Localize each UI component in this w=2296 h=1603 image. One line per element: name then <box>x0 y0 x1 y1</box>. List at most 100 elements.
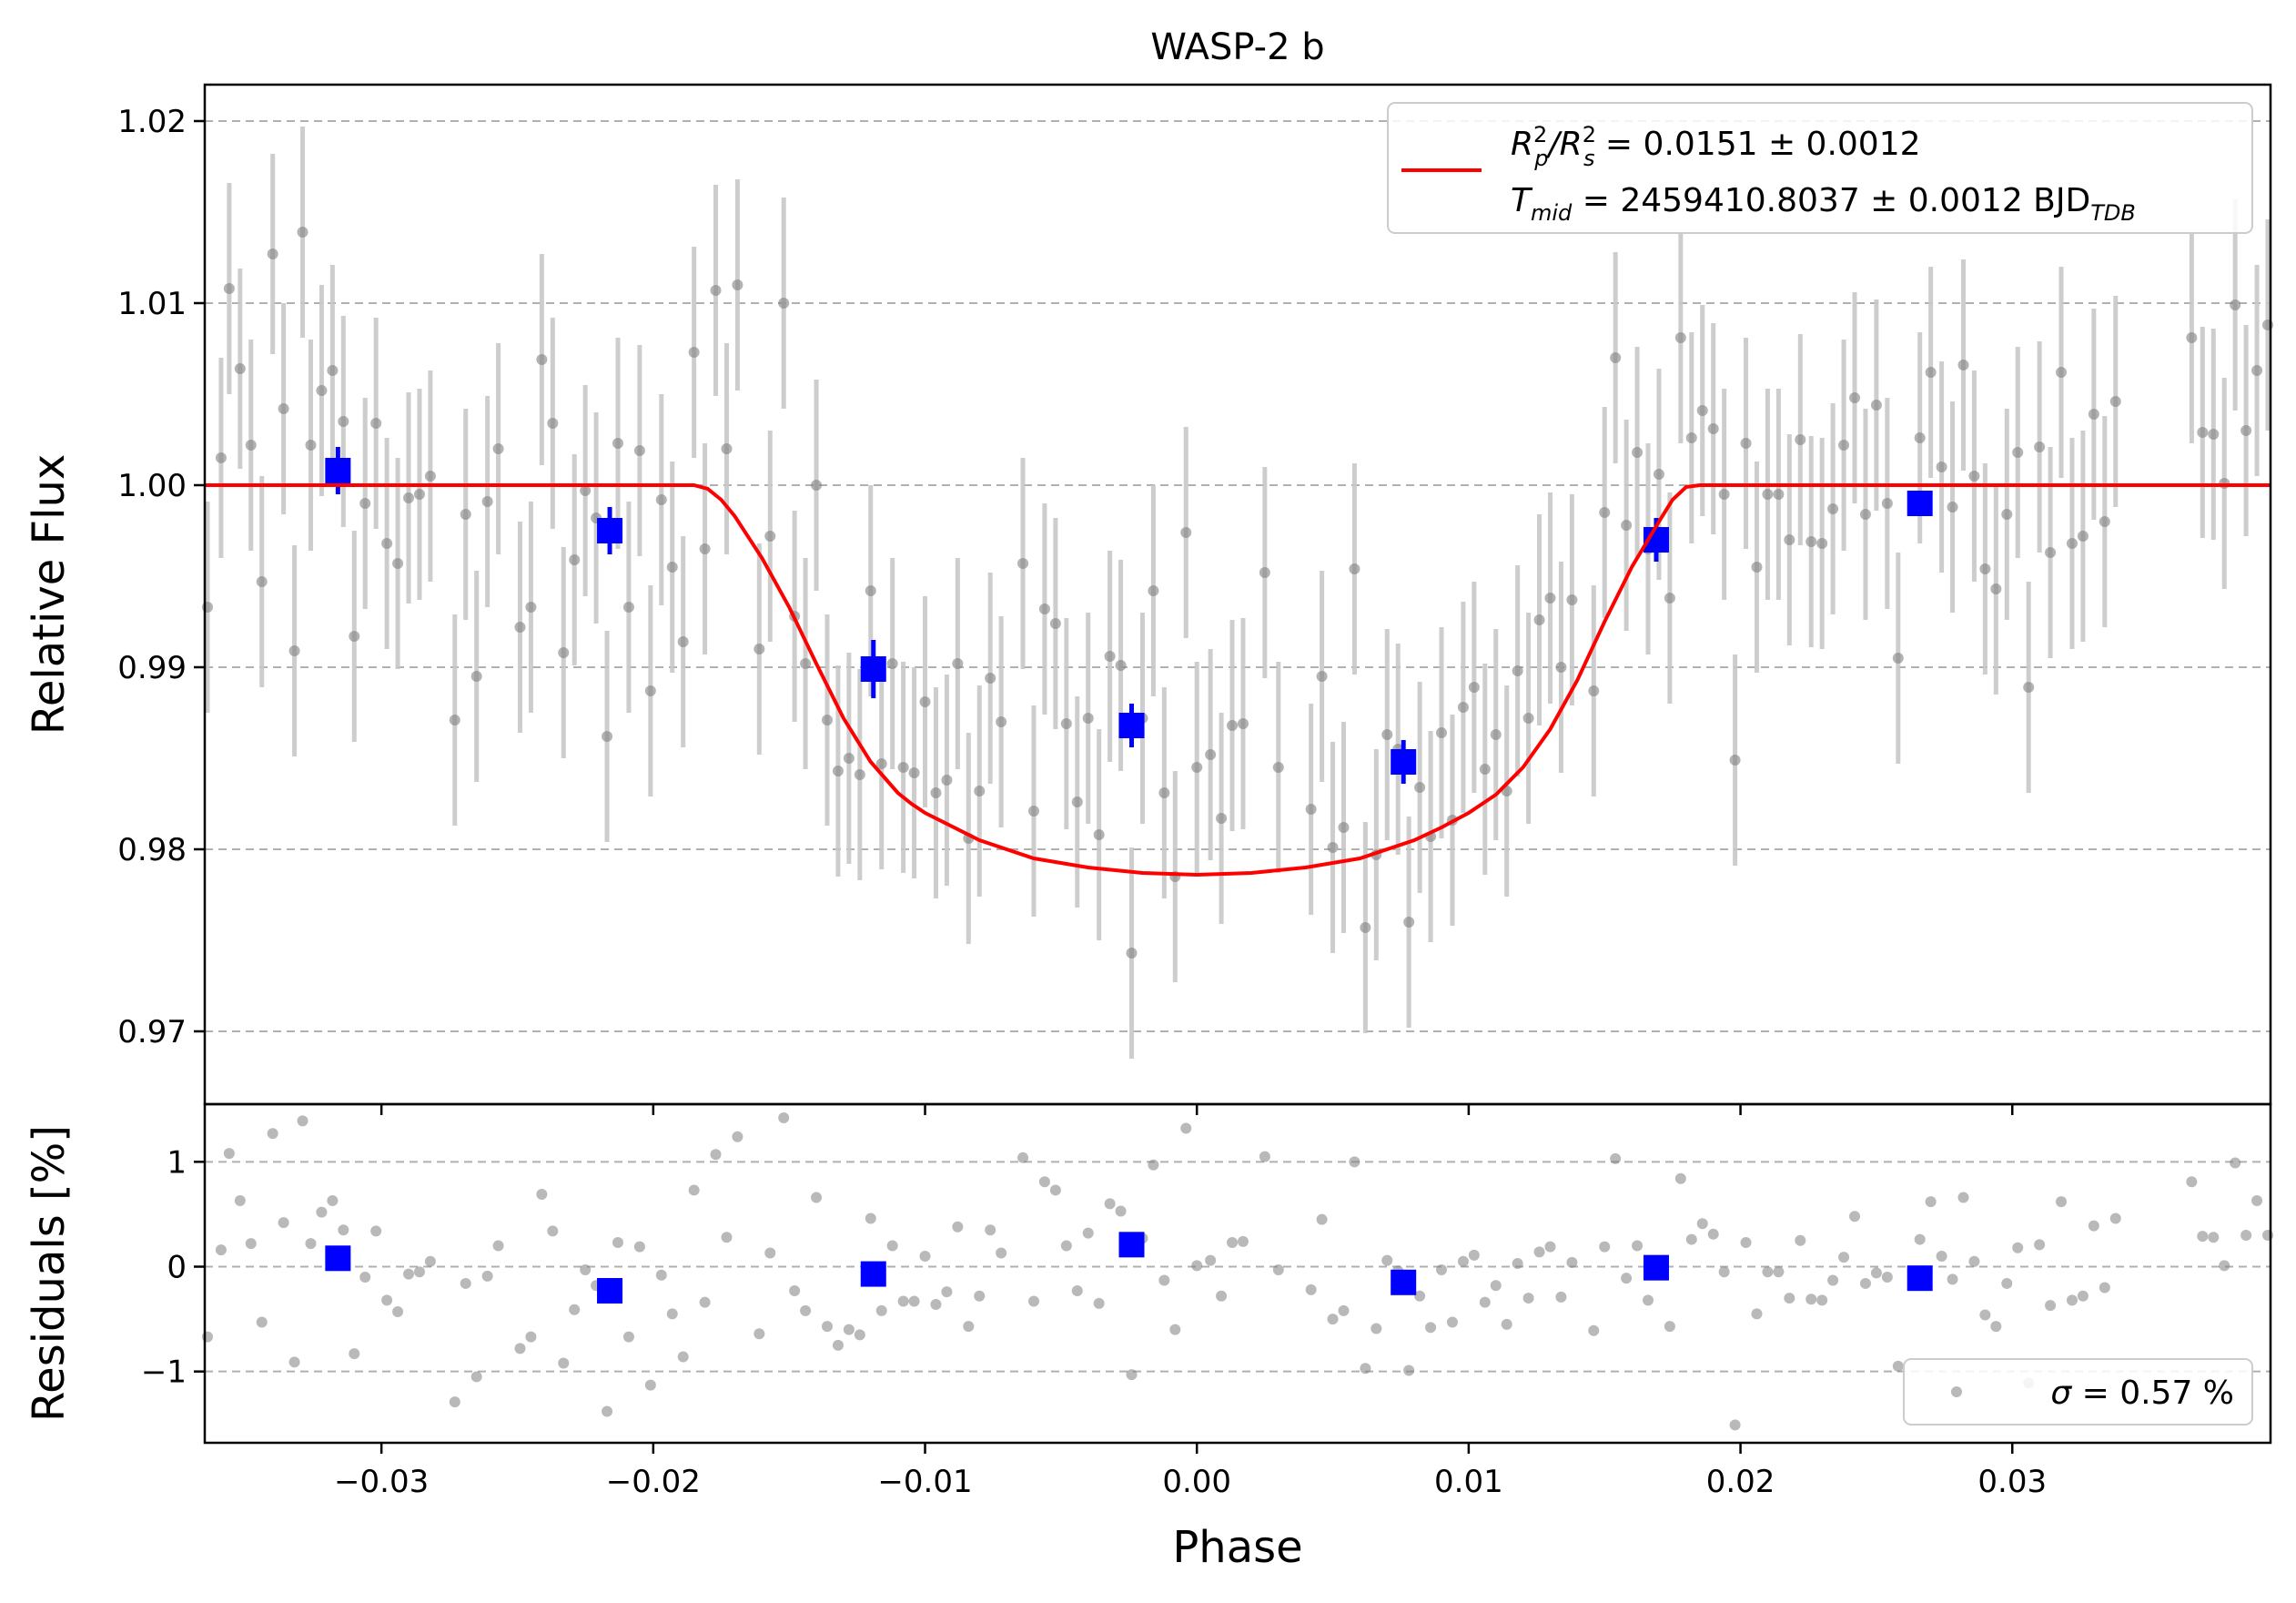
residual-data-point <box>1414 1290 1426 1302</box>
residual-data-point <box>413 1266 425 1278</box>
residual-data-point <box>1381 1254 1393 1266</box>
x-tick-label: 0.03 <box>1977 1464 2047 1500</box>
top-data-point <box>1674 332 1686 343</box>
top-data-point <box>1795 434 1806 445</box>
legend-radius-ratio: R2 p/R2 s = 0.0151 ± 0.0012 <box>1511 122 1921 171</box>
top-data-point <box>1544 593 1556 604</box>
top-binned-point <box>325 458 351 483</box>
top-data-point <box>832 766 844 776</box>
residual-data-point <box>1533 1246 1545 1258</box>
residual-data-point <box>1849 1211 1861 1223</box>
top-legend-box <box>1387 102 2253 234</box>
residual-data-point <box>392 1306 404 1318</box>
residual-data-point <box>2208 1232 2220 1243</box>
top-data-point <box>359 498 371 509</box>
top-data-point <box>930 787 942 798</box>
top-data-point <box>1403 917 1415 928</box>
top-data-point <box>1349 563 1360 574</box>
top-data-point <box>699 543 711 554</box>
top-data-point <box>1555 662 1567 673</box>
residual-data-point <box>1082 1227 1094 1239</box>
residual-data-point <box>1674 1172 1686 1184</box>
residual-data-point <box>710 1149 722 1161</box>
top-data-point <box>580 485 592 496</box>
top-data-point <box>1632 447 1644 458</box>
x-tick-label: −0.01 <box>877 1464 972 1500</box>
residual-data-point <box>492 1240 504 1252</box>
top-legend: R2 p/R2 s = 0.0151 ± 0.0012 Tmid = 2459410… <box>1387 102 2253 234</box>
top-data-point <box>800 658 812 669</box>
top-data-point <box>1892 653 1904 664</box>
top-data-point <box>1957 360 1969 370</box>
top-data-point <box>644 685 656 696</box>
residual-data-point <box>245 1238 257 1250</box>
residual-data-point <box>996 1247 1007 1259</box>
top-data-point <box>1148 585 1159 596</box>
residual-data-point <box>908 1295 920 1307</box>
residual-data-point <box>1371 1323 1382 1334</box>
top-data-point <box>223 283 235 294</box>
residual-data-point <box>327 1194 339 1206</box>
top-data-point <box>1071 796 1083 807</box>
residual-data-point <box>288 1356 300 1368</box>
residual-data-point <box>256 1316 268 1328</box>
top-data-point <box>897 762 909 773</box>
top-data-point <box>1947 502 1958 512</box>
top-data-point <box>1017 558 1029 569</box>
top-data-point <box>288 645 300 656</box>
residual-data-point <box>460 1277 471 1289</box>
residual-data-point <box>2109 1212 2121 1224</box>
top-data-point <box>525 602 537 613</box>
top-data-point <box>2056 367 2068 378</box>
residual-data-point <box>1610 1152 1622 1164</box>
top-data-point <box>952 658 964 669</box>
residual-data-point <box>1305 1283 1317 1295</box>
residual-data-point <box>622 1331 634 1343</box>
residual-data-point <box>338 1224 349 1236</box>
top-data-point <box>1925 367 1937 378</box>
top-data-point <box>710 285 722 296</box>
top-data-point <box>256 576 268 587</box>
residual-data-point <box>481 1270 493 1282</box>
residual-data-point <box>215 1244 227 1256</box>
residual-data-point <box>1664 1321 1675 1333</box>
top-data-point <box>875 758 887 769</box>
legend-sigma: σ = 0.57 % <box>2050 1375 2234 1412</box>
top-data-point <box>688 347 700 358</box>
residual-data-point <box>677 1351 689 1363</box>
residual-data-point <box>349 1348 360 1360</box>
residual-data-point <box>865 1212 876 1224</box>
residual-data-point <box>316 1206 328 1218</box>
top-y-ticks: 0.97 0.98 0.99 1.00 1.01 1.02 <box>117 104 205 1050</box>
top-data-point <box>633 445 645 456</box>
top-data-point <box>1457 702 1469 713</box>
residual-data-point <box>278 1217 289 1229</box>
x-tick-label: 0.01 <box>1434 1464 1503 1500</box>
residual-data-point <box>1027 1295 1039 1307</box>
residual-data-point <box>952 1221 964 1233</box>
residual-data-point <box>1784 1293 1795 1304</box>
top-data-point <box>1191 762 1203 773</box>
residual-data-point <box>1522 1293 1534 1304</box>
top-data-point <box>492 443 504 454</box>
residual-data-point <box>2045 1300 2057 1312</box>
top-data-point <box>602 731 613 742</box>
top-data-point <box>1729 755 1741 766</box>
top-data-point <box>655 494 667 505</box>
x-tick-label: 0.02 <box>1706 1464 1775 1500</box>
top-data-point <box>2034 441 2046 452</box>
residual-data-point <box>963 1321 975 1333</box>
residual-data-point <box>1158 1274 1170 1286</box>
residual-legend-box <box>1903 1358 2253 1425</box>
top-data-point <box>1827 503 1839 514</box>
residual-data-point <box>2088 1220 2099 1232</box>
top-data-point <box>234 363 246 374</box>
residual-data-point <box>789 1285 801 1297</box>
residual-data-point <box>1180 1122 1192 1134</box>
residual-data-point <box>1259 1151 1270 1162</box>
residual-data-point <box>1071 1285 1083 1297</box>
top-data-point <box>547 418 559 429</box>
residual-data-point <box>1017 1152 1029 1163</box>
residual-data-point <box>1316 1213 1328 1225</box>
top-data-point <box>449 715 460 725</box>
